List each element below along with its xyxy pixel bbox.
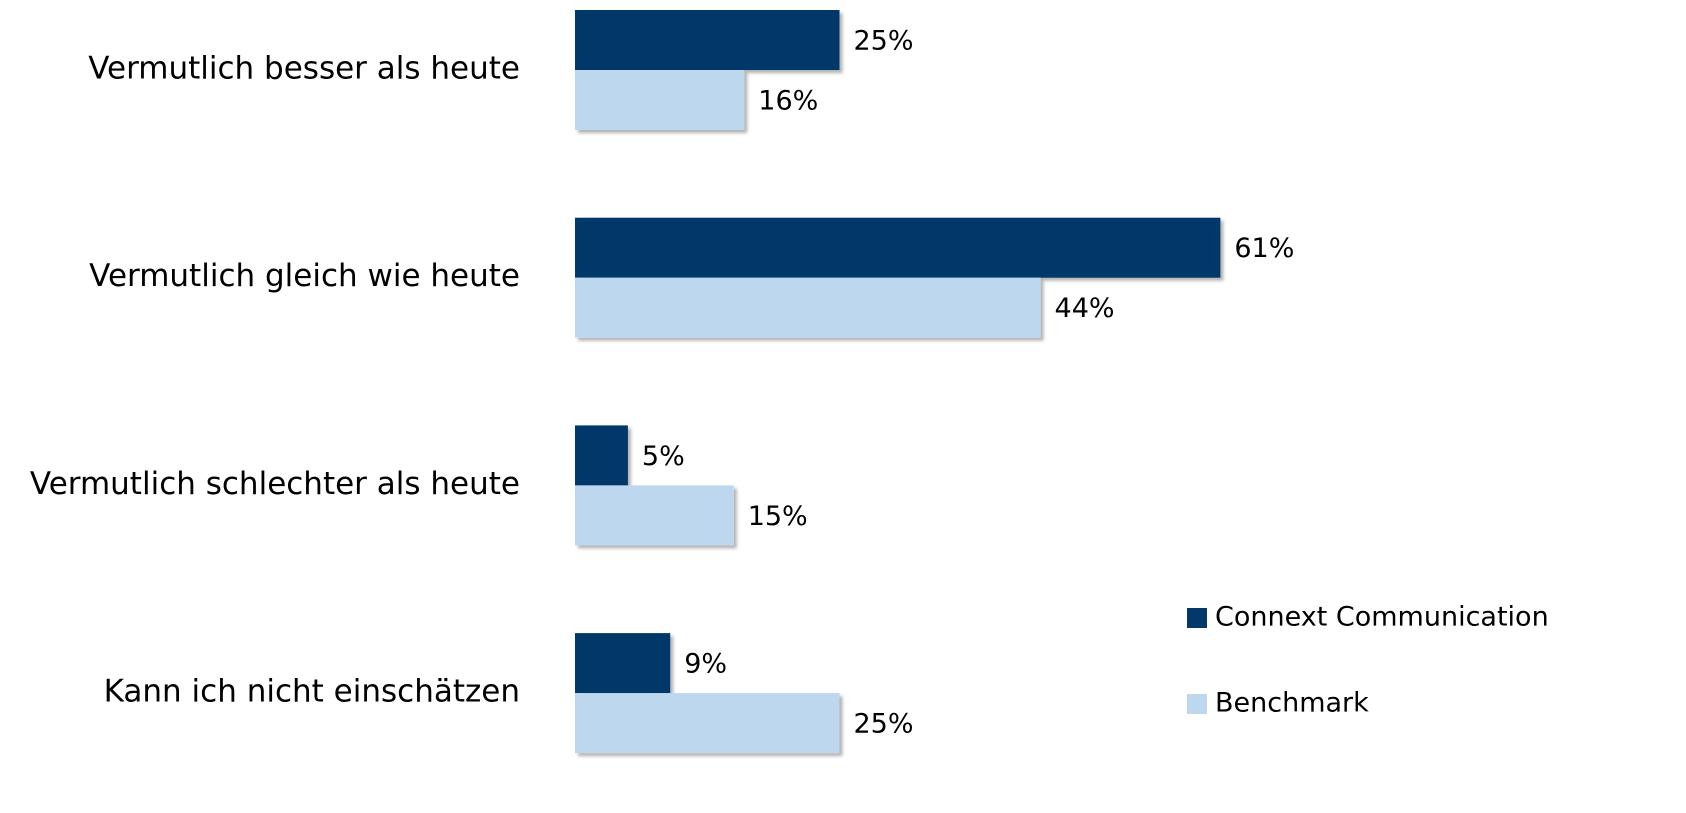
bar	[575, 485, 734, 546]
legend-label: Connext Communication	[1215, 602, 1549, 633]
legend-swatch	[1187, 608, 1207, 628]
category-label: Vermutlich gleich wie heute	[89, 258, 520, 294]
value-label: 61%	[1234, 233, 1294, 264]
legend-label: Benchmark	[1215, 688, 1369, 719]
bar	[575, 425, 628, 486]
value-label: 15%	[748, 501, 808, 532]
bar	[575, 70, 745, 130]
category-label: Vermutlich besser als heute	[88, 51, 520, 87]
category-label: Vermutlich schlechter als heute	[30, 466, 520, 502]
legend-swatch	[1187, 694, 1207, 714]
bar	[575, 693, 840, 754]
bar	[575, 10, 840, 70]
value-label: 5%	[642, 441, 685, 472]
category-label: Kann ich nicht einschätzen	[104, 674, 520, 710]
value-label: 25%	[854, 709, 914, 740]
value-label: 9%	[684, 649, 727, 680]
value-label: 25%	[854, 26, 914, 57]
bar	[575, 277, 1041, 338]
value-label: 16%	[758, 86, 818, 117]
value-label: 44%	[1055, 293, 1115, 324]
bar	[575, 217, 1221, 278]
bar	[575, 633, 671, 694]
